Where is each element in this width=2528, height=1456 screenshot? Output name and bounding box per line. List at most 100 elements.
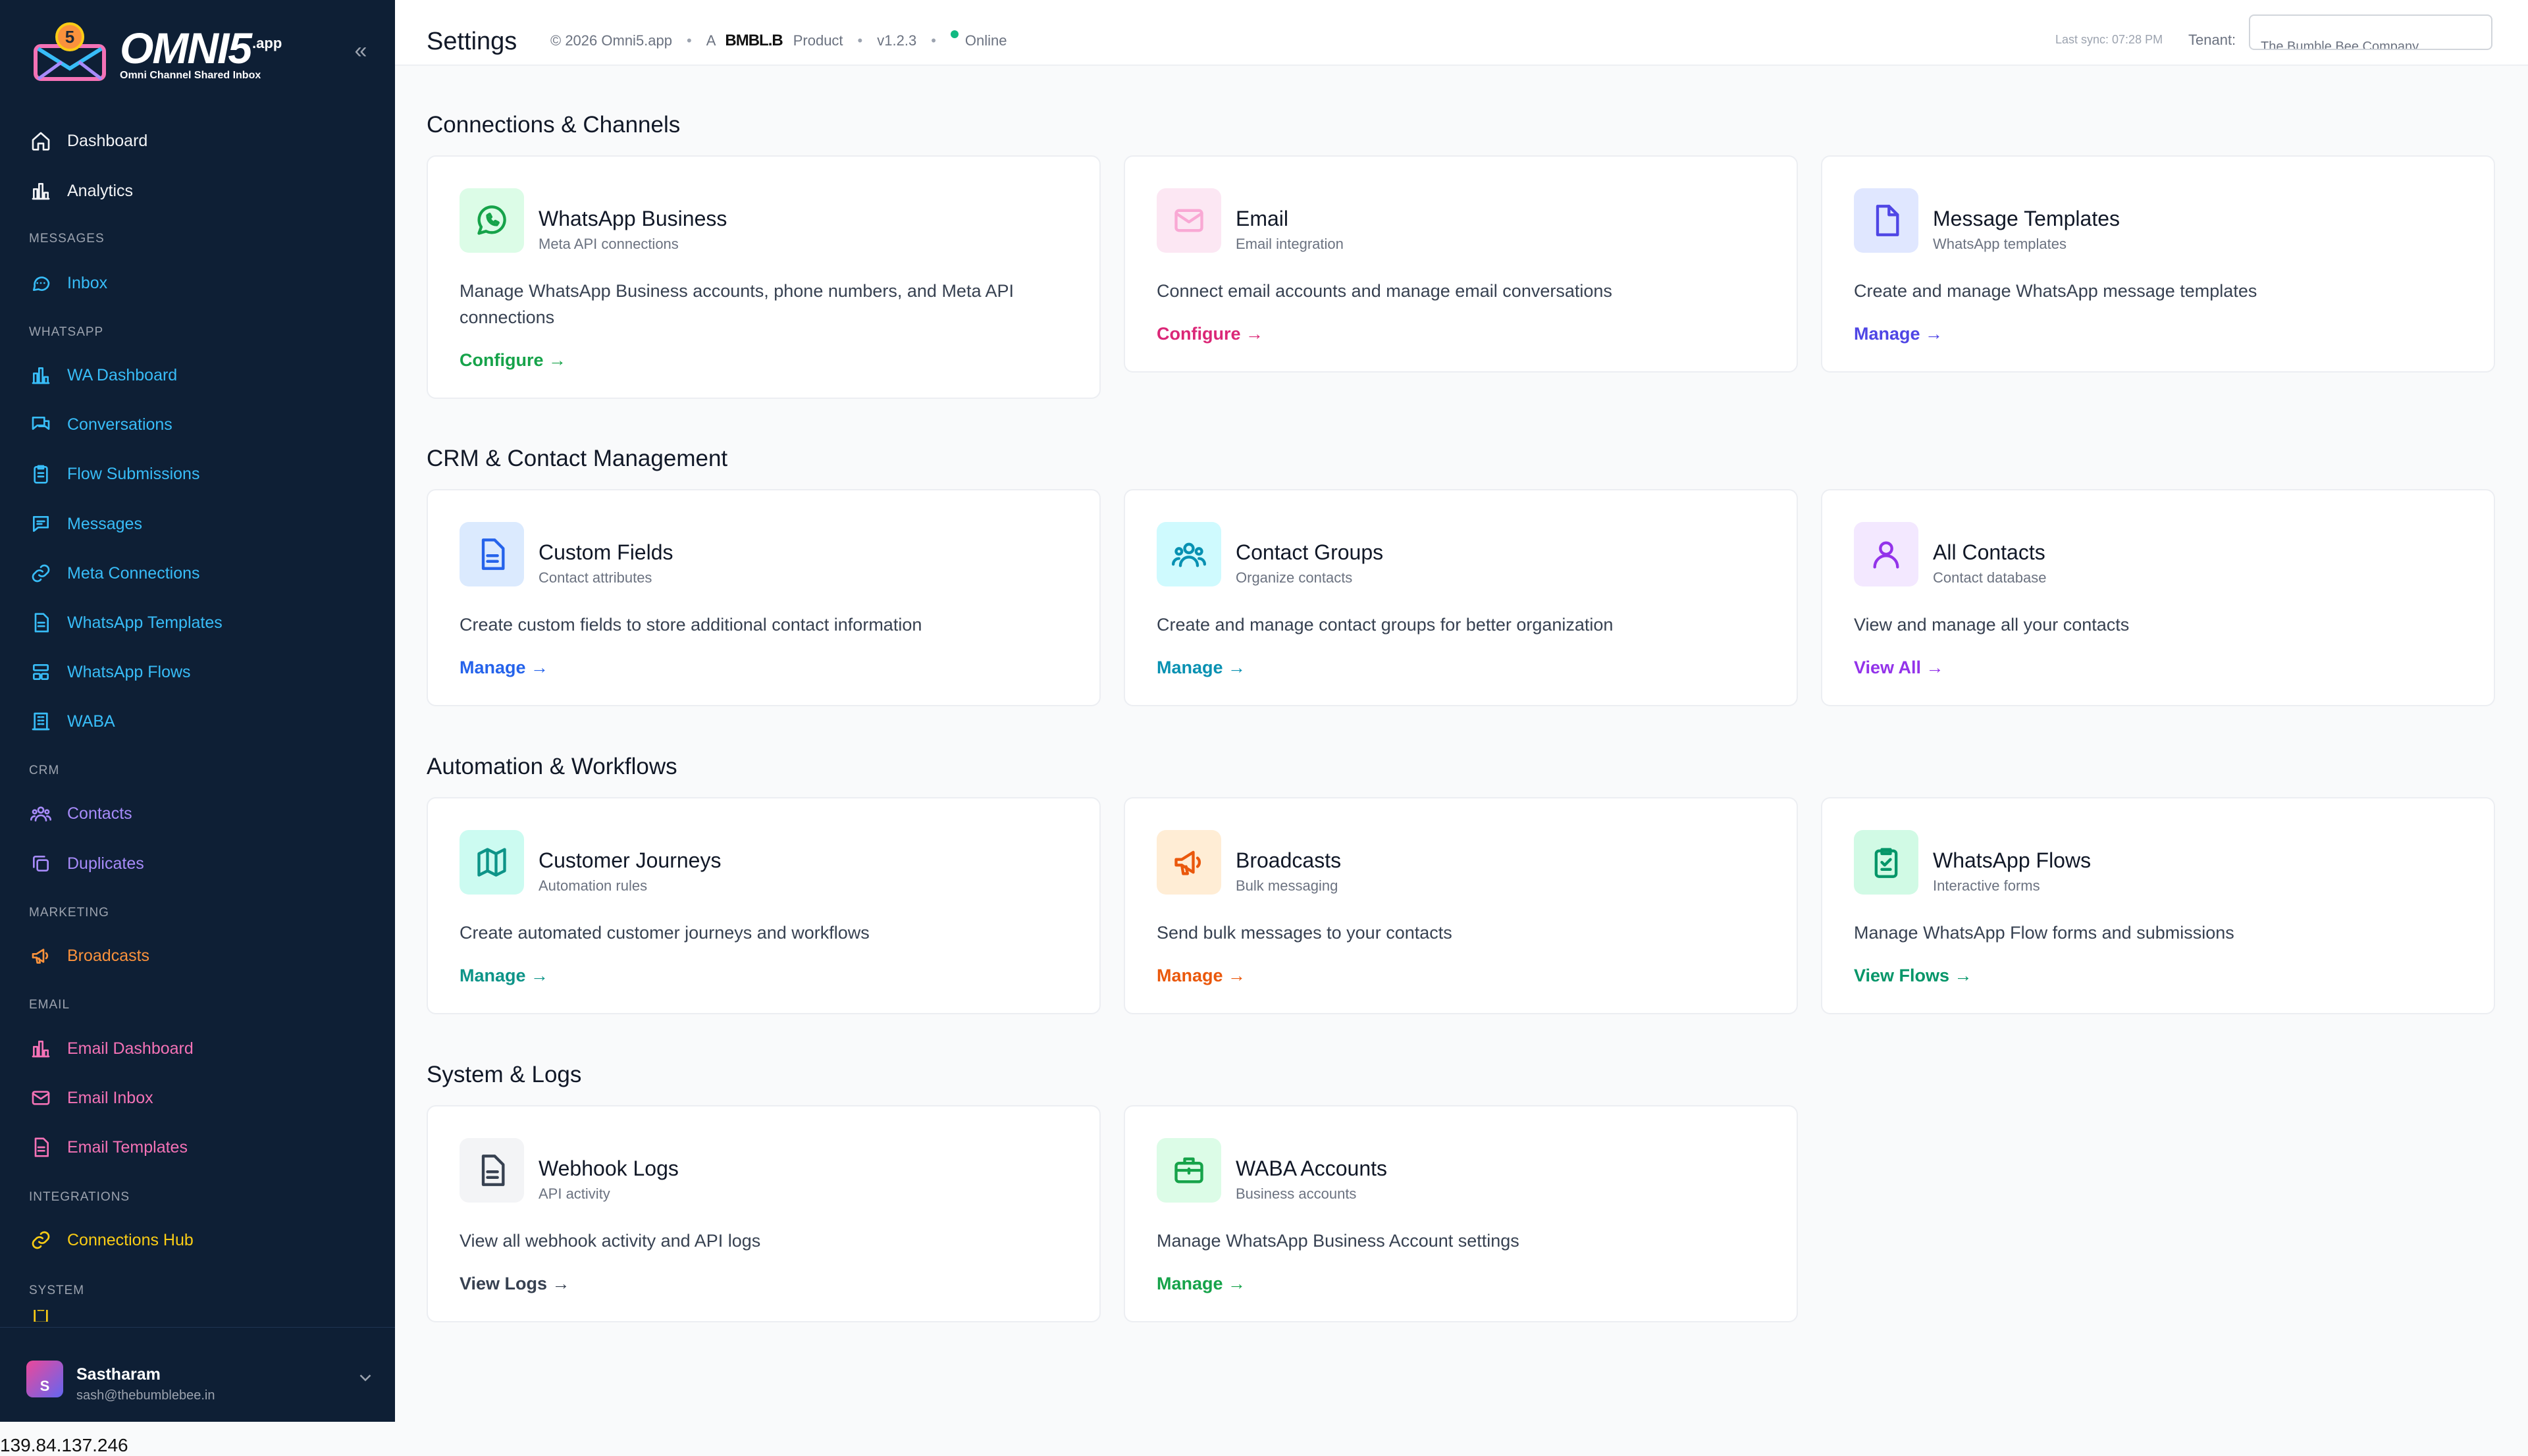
section-title-connections: Connections & Channels — [427, 112, 681, 138]
sidebar-item-system[interactable] — [29, 1310, 67, 1322]
sidebar-item-analytics[interactable]: Analytics — [29, 178, 133, 204]
brand-logo[interactable]: 5 OMNI5.app Omni Channel Shared Inbox — [33, 22, 323, 82]
manage-link[interactable]: Manage → — [1157, 658, 1246, 677]
sidebar-item-label: Email Inbox — [67, 1088, 153, 1107]
view-logs-link[interactable]: View Logs → — [460, 1274, 570, 1293]
tenant-select[interactable]: The Bumble Bee Company — [2249, 14, 2492, 50]
top-header: Settings © 2026 Omni5.app • A BMBL.B Pro… — [395, 0, 2528, 66]
sidebar-item-email-inbox[interactable]: Email Inbox — [29, 1085, 153, 1111]
sidebar-item-broadcasts[interactable]: Broadcasts — [29, 943, 149, 969]
view-all-link[interactable]: View All → — [1854, 658, 1944, 677]
card-description: Create custom fields to store additional… — [460, 615, 922, 635]
sidebar-item-label: Broadcasts — [67, 946, 150, 965]
manage-link[interactable]: Manage → — [1157, 1274, 1246, 1293]
card-description: View and manage all your contacts — [1854, 615, 2130, 635]
user-email: sash@thebumblebee.in — [76, 1388, 215, 1402]
sidebar-item-conversations[interactable]: Conversations — [29, 411, 172, 438]
view-flows-link[interactable]: View Flows → — [1854, 966, 1972, 985]
card-subtitle: Contact database — [1933, 569, 2047, 586]
header-meta: © 2026 Omni5.app • A BMBL.B Product • v1… — [550, 25, 1007, 50]
card-description: Send bulk messages to your contacts — [1157, 923, 1452, 943]
card-description: Create automated customer journeys and w… — [460, 923, 870, 943]
section-label-email: EMAIL — [29, 998, 70, 1012]
sidebar-item-wa-dashboard[interactable]: WA Dashboard — [29, 362, 177, 388]
section-label-crm: CRM — [29, 764, 60, 777]
sidebar-item-label: Dashboard — [67, 131, 148, 150]
card-subtitle: Organize contacts — [1236, 569, 1353, 586]
section-label-whatsapp: WHATSAPP — [29, 325, 104, 339]
copyright-text: © 2026 Omni5.app — [550, 32, 672, 49]
manage-link[interactable]: Manage → — [1854, 324, 1943, 344]
card-broadcasts[interactable]: Broadcasts Bulk messaging Send bulk mess… — [1124, 797, 1798, 1014]
card-subtitle: Interactive forms — [1933, 877, 2040, 894]
section-label-system: SYSTEM — [29, 1284, 85, 1297]
bar-chart-icon — [29, 1037, 53, 1060]
link-icon — [29, 561, 53, 585]
card-subtitle: Contact attributes — [539, 569, 652, 586]
manage-link[interactable]: Manage → — [1157, 966, 1246, 985]
card-title: Email — [1236, 207, 1289, 230]
sidebar-item-email-templates[interactable]: Email Templates — [29, 1134, 188, 1160]
manage-link[interactable]: Manage → — [460, 658, 549, 677]
card-description: Create and manage contact groups for bet… — [1157, 615, 1614, 635]
sidebar-item-dashboard[interactable]: Dashboard — [29, 128, 147, 154]
partner-logo[interactable]: BMBL.B — [725, 25, 789, 50]
sidebar-item-flow-submissions[interactable]: Flow Submissions — [29, 461, 199, 487]
card-waba-accounts[interactable]: WABA Accounts Business accounts Manage W… — [1124, 1105, 1798, 1322]
bar-chart-icon — [29, 179, 53, 203]
card-description: View all webhook activity and API logs — [460, 1231, 761, 1251]
configure-link[interactable]: Configure → — [1157, 324, 1263, 344]
document-icon — [29, 611, 53, 635]
document-icon — [29, 1135, 53, 1159]
card-message-templates[interactable]: Message Templates WhatsApp templates Cre… — [1821, 155, 2495, 373]
section-title-system: System & Logs — [427, 1062, 582, 1087]
configure-link[interactable]: Configure → — [460, 350, 566, 370]
sidebar-item-contacts[interactable]: Contacts — [29, 800, 132, 827]
card-custom-fields[interactable]: Custom Fields Contact attributes Create … — [427, 489, 1101, 706]
page-title: Settings — [427, 28, 517, 55]
clipboard-icon — [1854, 830, 1918, 895]
megaphone-icon — [29, 944, 53, 968]
card-description: Manage WhatsApp Business Account setting… — [1157, 1231, 1519, 1251]
card-description: Connect email accounts and manage email … — [1157, 281, 1612, 301]
card-title: WhatsApp Flows — [1933, 848, 2092, 872]
whatsapp-icon — [460, 188, 524, 253]
avatar: S — [26, 1361, 63, 1397]
sidebar-item-connections-hub[interactable]: Connections Hub — [29, 1227, 194, 1253]
sidebar-item-inbox[interactable]: Inbox — [29, 270, 107, 296]
section-label-marketing: MARKETING — [29, 906, 109, 920]
sidebar-item-email-dashboard[interactable]: Email Dashboard — [29, 1035, 194, 1062]
sidebar-item-label: Duplicates — [67, 854, 144, 873]
card-title: All Contacts — [1933, 540, 2045, 564]
sidebar-item-label: Email Dashboard — [67, 1039, 194, 1058]
card-contact-groups[interactable]: Contact Groups Organize contacts Create … — [1124, 489, 1798, 706]
sidebar-item-label: Messages — [67, 514, 142, 533]
card-customer-journeys[interactable]: Customer Journeys Automation rules Creat… — [427, 797, 1101, 1014]
sidebar-item-meta-connections[interactable]: Meta Connections — [29, 560, 200, 586]
manage-link[interactable]: Manage → — [460, 966, 549, 985]
card-title: Contact Groups — [1236, 540, 1384, 564]
collapse-sidebar-icon[interactable]: « — [354, 38, 367, 63]
home-icon — [29, 129, 53, 153]
card-webhook-logs[interactable]: Webhook Logs API activity View all webho… — [427, 1105, 1101, 1322]
sidebar-item-label: Inbox — [67, 273, 108, 292]
card-email[interactable]: Email Email integration Connect email ac… — [1124, 155, 1798, 373]
status-text: Online — [964, 32, 1007, 49]
card-description: Manage WhatsApp Flow forms and submissio… — [1854, 923, 2234, 943]
sidebar-item-waba[interactable]: WABA — [29, 708, 115, 735]
map-icon — [460, 830, 524, 895]
sidebar-item-duplicates[interactable]: Duplicates — [29, 850, 144, 877]
card-whatsapp-business[interactable]: WhatsApp Business Meta API connections M… — [427, 155, 1101, 399]
card-subtitle: Meta API connections — [539, 236, 679, 252]
sidebar-item-label: Meta Connections — [67, 563, 200, 583]
sidebar-item-whatsapp-flows[interactable]: WhatsApp Flows — [29, 659, 191, 685]
chevron-down-icon[interactable] — [356, 1368, 375, 1388]
card-description: Manage WhatsApp Business accounts, phone… — [460, 281, 1014, 327]
user-menu[interactable]: S Sastharam sash@thebumblebee.in — [26, 1356, 375, 1402]
sidebar-item-messages[interactable]: Messages — [29, 511, 142, 537]
last-sync-text: Last sync: 07:28 PM — [2055, 33, 2163, 46]
card-all-contacts[interactable]: All Contacts Contact database View and m… — [1821, 489, 2495, 706]
sidebar-item-label: Contacts — [67, 804, 132, 823]
card-whatsapp-flows[interactable]: WhatsApp Flows Interactive forms Manage … — [1821, 797, 2495, 1014]
sidebar-item-whatsapp-templates[interactable]: WhatsApp Templates — [29, 610, 223, 636]
